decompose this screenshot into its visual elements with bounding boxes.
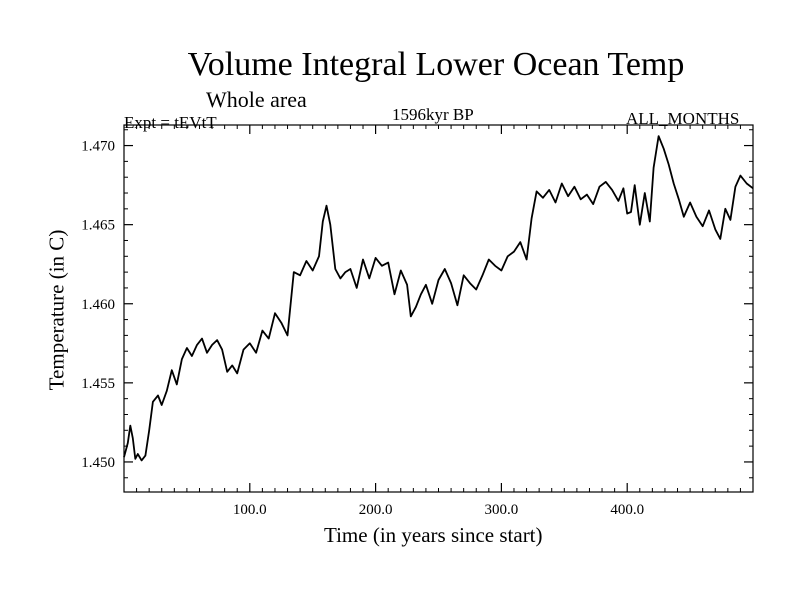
y-tick-label: 1.465 [81,218,115,234]
x-tick-label: 400.0 [610,502,644,518]
y-tick-label: 1.450 [81,455,115,471]
x-tick-label: 100.0 [233,502,267,518]
x-axis-label: Time (in years since start) [324,523,543,547]
plot-frame [123,124,754,493]
x-tick-label: 300.0 [485,502,519,518]
months-label: ALL_MONTHS [626,109,740,128]
x-tick-label: 200.0 [359,502,393,518]
chart-subtitle: Whole area [206,87,307,112]
experiment-label: Expt = tEVtT [124,113,217,132]
series-line [123,135,754,462]
y-tick-label: 1.455 [81,376,115,392]
y-tick-label: 1.470 [81,139,115,155]
y-tick-label: 1.460 [81,297,115,313]
chart-title: Volume Integral Lower Ocean Temp [187,46,685,83]
period-label: 1596kyr BP [392,105,474,124]
